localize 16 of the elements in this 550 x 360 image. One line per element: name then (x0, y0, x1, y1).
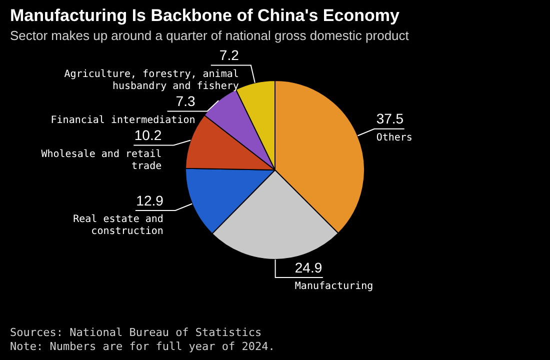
data-label: 7.2 (219, 47, 240, 64)
chart-title: Manufacturing Is Backbone of China's Economy (10, 6, 400, 26)
data-label: 12.9 (136, 192, 164, 208)
slice-label: Manufacturing (294, 281, 374, 292)
slice-label: Real estate and construction (73, 214, 164, 238)
source-note: Sources: National Bureau of Statistics (10, 326, 263, 340)
data-label: 24.9 (294, 259, 322, 276)
data-label: 37.5 (376, 110, 404, 127)
data-label: 7.3 (176, 93, 196, 110)
text: Note: Numbers are for full year of 2024. (10, 340, 275, 354)
data-label: 10.2 (134, 127, 162, 144)
chart-subtitle: Sector makes up around a quarter of national gross domestic product (10, 28, 409, 43)
slice-label: Financial intermediation (50, 114, 196, 126)
slice-label: Wholesale and retail trade (41, 148, 162, 172)
slice-label: Agriculture, forestry, animal husbandry and fishery (64, 68, 239, 92)
slice-label: Others (376, 132, 412, 144)
